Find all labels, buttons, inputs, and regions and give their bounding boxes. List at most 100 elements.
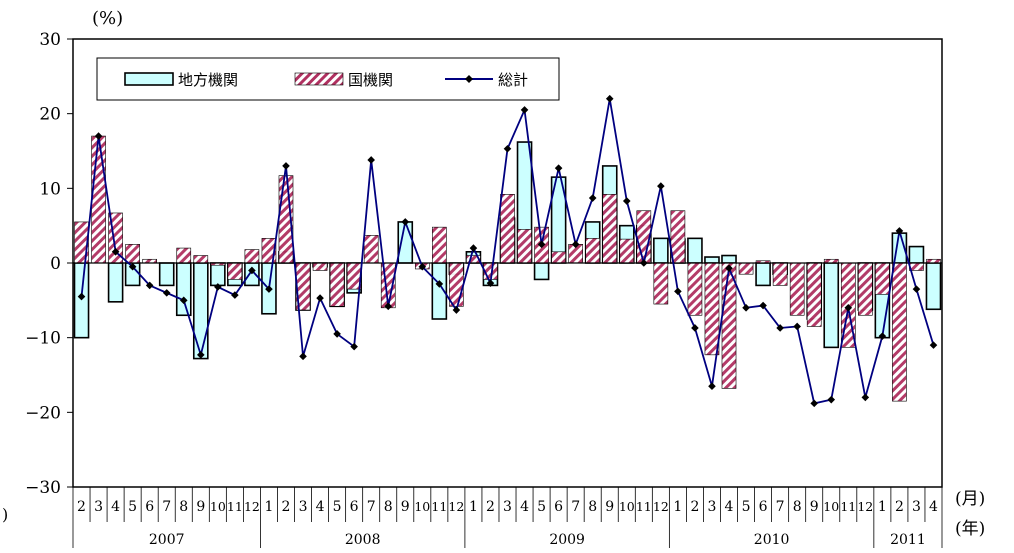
bar-national bbox=[432, 226, 447, 264]
total-point bbox=[265, 285, 273, 293]
total-point bbox=[674, 287, 682, 296]
x-tick-label: 9 bbox=[196, 499, 205, 515]
bar-local bbox=[533, 262, 550, 281]
bar-local bbox=[755, 262, 771, 287]
x-tick-label: 7 bbox=[162, 499, 171, 515]
bar-national bbox=[875, 262, 890, 295]
total-point bbox=[94, 132, 103, 140]
left-edge-fragment: ) bbox=[2, 505, 8, 524]
total-point bbox=[350, 342, 358, 351]
total-point bbox=[435, 280, 444, 288]
total-point bbox=[878, 332, 887, 340]
month-axis-label: (月) bbox=[955, 489, 985, 509]
bar-local bbox=[925, 262, 942, 311]
bar-local bbox=[175, 262, 192, 317]
legend-label: 総計 bbox=[498, 71, 528, 89]
total-point bbox=[929, 341, 938, 349]
bar-national bbox=[670, 210, 686, 264]
bar-local bbox=[687, 237, 703, 264]
total-point bbox=[622, 197, 631, 205]
year-label: 2008 bbox=[345, 532, 381, 548]
x-tick-label: 1 bbox=[673, 499, 682, 515]
legend-swatch-national bbox=[294, 72, 344, 86]
x-tick-label: 2 bbox=[486, 499, 495, 515]
x-tick-label: 5 bbox=[128, 499, 137, 515]
year-label: 2009 bbox=[549, 532, 585, 548]
x-tick-label: 10 bbox=[414, 499, 430, 514]
x-tick-label: 10 bbox=[210, 499, 226, 514]
legend-swatch-total-marker bbox=[465, 75, 473, 83]
total-point bbox=[605, 94, 614, 103]
total-point bbox=[657, 182, 665, 190]
legend-label: 国機関 bbox=[348, 71, 393, 89]
total-point bbox=[759, 301, 767, 310]
total-point bbox=[179, 296, 188, 305]
bar-local bbox=[721, 254, 737, 264]
x-tick-label: 12 bbox=[857, 499, 873, 514]
x-tick-label: 12 bbox=[244, 499, 260, 514]
bar-national bbox=[619, 238, 635, 264]
x-tick-label: 12 bbox=[448, 499, 464, 514]
total-point bbox=[299, 352, 307, 361]
total-point bbox=[282, 162, 290, 170]
x-tick-label: 3 bbox=[912, 499, 921, 515]
total-point bbox=[725, 264, 733, 273]
bar-national bbox=[858, 262, 873, 316]
total-point bbox=[827, 395, 836, 404]
x-tick-label: 4 bbox=[111, 499, 120, 515]
x-tick-label: 5 bbox=[742, 499, 751, 515]
bar-national bbox=[789, 262, 805, 316]
bar-local bbox=[210, 262, 226, 287]
total-point bbox=[248, 266, 256, 275]
total-point bbox=[401, 218, 410, 226]
bar-local bbox=[107, 262, 124, 303]
bar-national bbox=[449, 262, 464, 307]
x-tick-label: 11 bbox=[636, 499, 652, 514]
total-point bbox=[418, 262, 427, 271]
total-point bbox=[503, 144, 512, 153]
x-tick-label: 12 bbox=[653, 499, 669, 514]
legend-swatch-local bbox=[124, 72, 174, 86]
x-tick-label: 9 bbox=[810, 499, 819, 515]
x-tick-label: 4 bbox=[929, 499, 938, 515]
total-point bbox=[861, 393, 870, 402]
x-tick-label: 3 bbox=[94, 499, 103, 515]
x-tick-label: 1 bbox=[878, 499, 887, 515]
x-tick-label: 8 bbox=[793, 499, 802, 515]
total-point bbox=[469, 244, 478, 252]
total-point bbox=[742, 304, 750, 312]
x-tick-label: 8 bbox=[179, 499, 188, 515]
bar-national bbox=[687, 262, 703, 316]
bar-national bbox=[892, 262, 907, 402]
bar-national bbox=[602, 194, 618, 264]
bar-local bbox=[908, 245, 925, 264]
x-tick-label: 7 bbox=[571, 499, 580, 515]
bar-national bbox=[91, 135, 106, 264]
total-point bbox=[554, 164, 563, 172]
year-axis-label: (年) bbox=[955, 519, 985, 539]
x-tick-label: 6 bbox=[554, 499, 563, 515]
bar-national bbox=[772, 262, 788, 286]
bar-local bbox=[192, 262, 209, 360]
x-tick-label: 3 bbox=[708, 499, 717, 515]
bar-national bbox=[329, 262, 345, 307]
x-tick-label: 11 bbox=[227, 499, 243, 514]
bar-local bbox=[158, 262, 175, 287]
x-tick-label: 7 bbox=[776, 499, 785, 515]
x-tick-label: 10 bbox=[823, 499, 839, 514]
bar-national bbox=[363, 235, 379, 264]
bar-national bbox=[500, 194, 515, 264]
total-point bbox=[844, 304, 853, 312]
bar-national bbox=[517, 229, 532, 264]
total-point bbox=[128, 262, 137, 271]
bar-national bbox=[551, 251, 566, 264]
total-point bbox=[776, 324, 784, 332]
total-point bbox=[452, 306, 461, 314]
bar-national bbox=[585, 238, 601, 264]
bar-national bbox=[704, 262, 720, 356]
x-tick-label: 8 bbox=[384, 499, 393, 515]
bar-national bbox=[244, 249, 260, 264]
total-point bbox=[793, 322, 801, 331]
